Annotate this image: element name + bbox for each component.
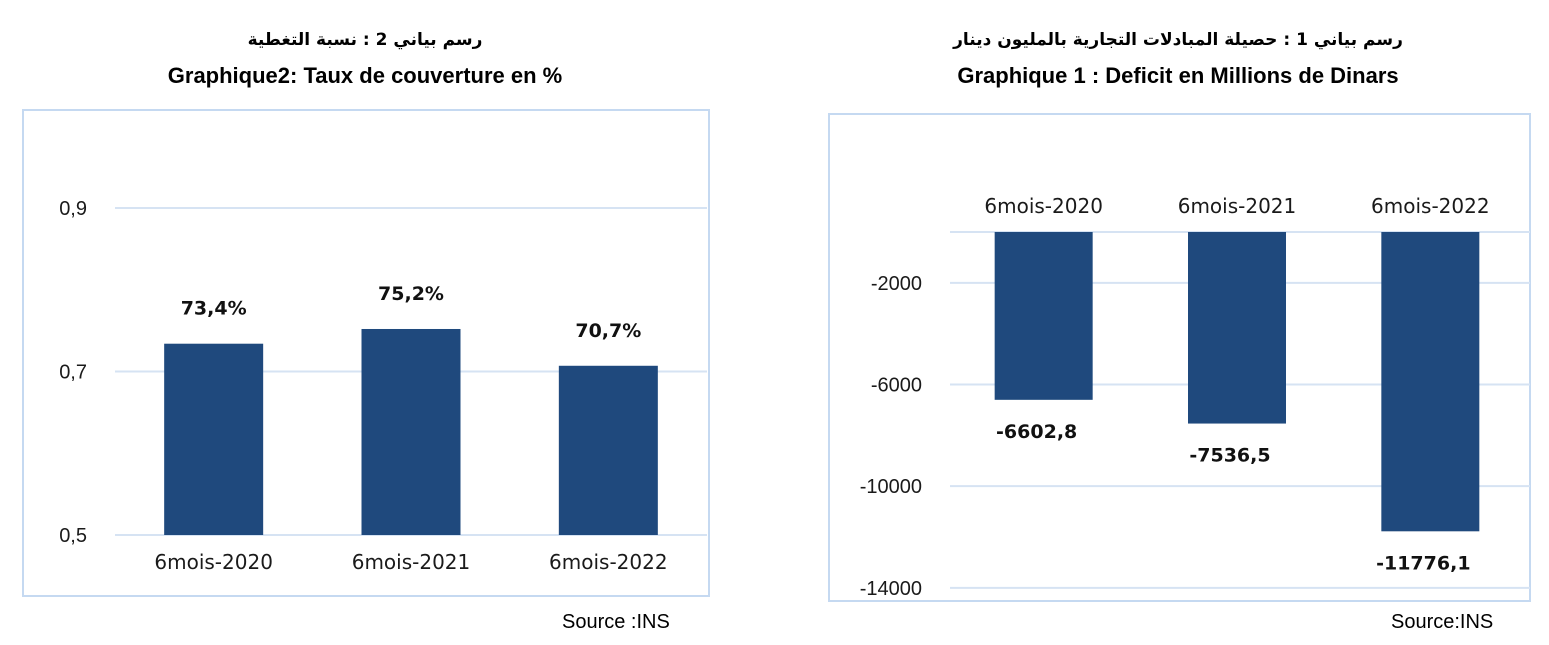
chart1-ytick-label: -14000 [860,578,922,600]
chart1-bar [1188,232,1286,424]
chart1-data-label: -7536,5 [1189,445,1270,467]
chart2-ytick-label: 0,5 [59,525,87,547]
chart1-ytick-label: -10000 [860,476,922,498]
chart2-ytick-label: 0,7 [59,362,87,384]
chart1-category-label: 6mois-2020 [984,194,1103,218]
chart2-category-label: 6mois-2021 [352,550,471,574]
chart1-category-label: 6mois-2021 [1178,194,1297,218]
chart1-title: Graphique 1 : Deficit en Millions de Din… [957,63,1399,88]
chart2-data-label: 75,2% [378,283,444,305]
chart2-frame [22,109,710,597]
chart1-bar [994,232,1093,400]
chart2-ytick-label: 0,9 [59,198,87,220]
chart2-title-arabic: رسم بياني 2 : نسبة التغطية [247,30,483,50]
chart1-ytick-label: -6000 [871,375,922,397]
chart2-data-label: 73,4% [181,298,247,320]
chart2-source: Source :INS [562,611,670,633]
chart2-bar [164,343,264,535]
chart2-bar [361,328,461,535]
chart1-ytick-label: -2000 [871,273,922,295]
chart1-title-arabic: رسم بياني 1 : حصيلة المبادلات التجارية ب… [953,30,1403,50]
chart1-bar [1381,232,1480,532]
chart2-bar [558,365,658,535]
chart1-data-label: -11776,1 [1376,552,1470,574]
chart2-data-label: 70,7% [575,320,641,342]
chart1-source: Source:INS [1391,611,1494,633]
chart1-category-label: 6mois-2022 [1371,194,1490,218]
chart2-category-label: 6mois-2020 [154,550,273,574]
chart1-frame [828,113,1531,602]
chart2-category-label: 6mois-2022 [549,550,668,574]
chart2-title: Graphique2: Taux de couverture en % [167,63,563,88]
chart1-data-label: -6602,8 [996,421,1077,443]
